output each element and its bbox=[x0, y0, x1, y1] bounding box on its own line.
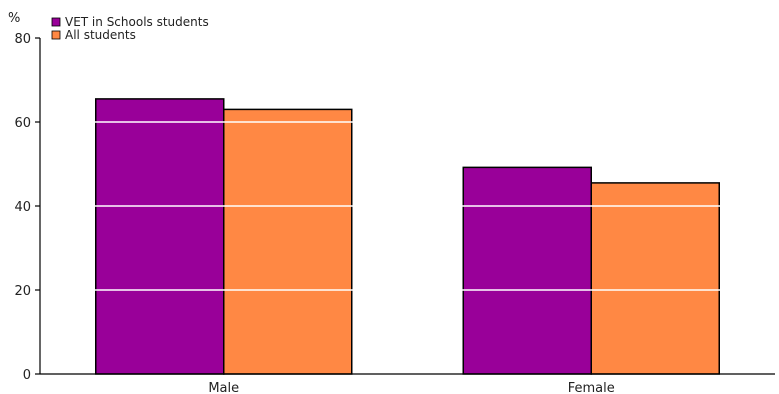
legend-label: All students bbox=[65, 28, 136, 42]
y-tick-label: 60 bbox=[14, 116, 31, 131]
legend-swatch bbox=[51, 30, 61, 40]
y-ticks: 0 20 40 60 80 bbox=[14, 32, 40, 383]
x-tick-label: Male bbox=[208, 381, 239, 394]
bar-female-series-2 bbox=[590, 182, 720, 375]
x-tick-label: Female bbox=[568, 381, 615, 394]
bar-male-series-1 bbox=[95, 98, 225, 375]
gridlines-overlay bbox=[41, 121, 775, 291]
legend-swatch bbox=[51, 17, 61, 27]
y-unit-label: % bbox=[8, 11, 20, 26]
y-tick-label: 0 bbox=[23, 368, 31, 383]
bars bbox=[95, 98, 720, 375]
y-tick-label: 80 bbox=[14, 32, 31, 47]
x-tick-labels: Male Female bbox=[208, 381, 614, 394]
legend-label: VET in Schools students bbox=[65, 15, 209, 29]
y-tick-label: 40 bbox=[14, 200, 31, 215]
bar-female-series-1 bbox=[462, 166, 592, 375]
y-tick-label: 20 bbox=[14, 284, 31, 299]
bar-male-series-2 bbox=[223, 108, 353, 375]
